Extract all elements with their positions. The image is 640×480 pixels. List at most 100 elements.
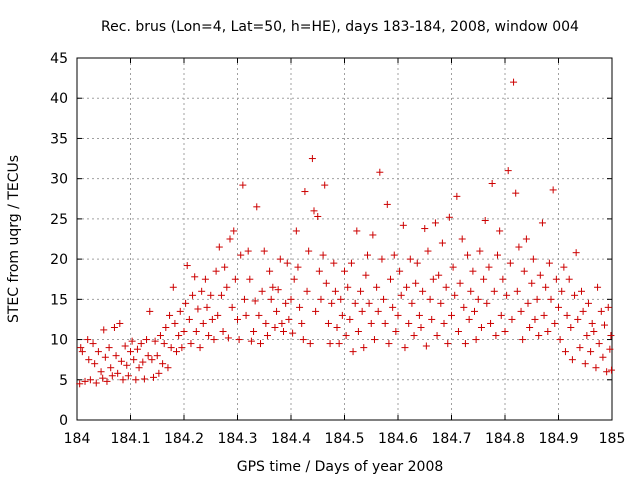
data-point	[337, 295, 345, 303]
data-point	[536, 271, 544, 279]
x-axis-label: GPS time / Days of year 2008	[237, 459, 444, 475]
data-point	[173, 348, 181, 356]
data-point	[228, 303, 236, 311]
data-point	[587, 348, 595, 356]
data-point	[314, 212, 322, 220]
data-point	[445, 213, 453, 221]
data-point	[244, 247, 252, 255]
data-point	[86, 376, 94, 384]
data-point	[571, 291, 579, 299]
chart-title: Rec. brus (Lon=4, Lat=50, h=HE), days 18…	[101, 19, 579, 35]
data-point	[247, 337, 255, 345]
data-point	[333, 323, 341, 331]
data-point	[127, 348, 134, 356]
data-point	[338, 311, 346, 319]
x-tick-label: 185	[599, 431, 626, 447]
data-point	[413, 259, 421, 267]
data-point	[298, 319, 306, 327]
data-point	[212, 267, 220, 275]
data-point	[123, 361, 131, 369]
data-point	[492, 332, 500, 340]
data-point	[84, 336, 92, 344]
data-point	[81, 377, 89, 385]
data-point	[512, 189, 520, 197]
data-point	[171, 319, 179, 327]
data-point	[529, 255, 537, 263]
data-point	[364, 251, 372, 259]
data-point	[347, 259, 355, 267]
data-point	[328, 299, 336, 307]
data-point	[349, 348, 357, 356]
data-point	[280, 328, 288, 336]
data-point	[460, 303, 468, 311]
x-tick-label: 184.5	[324, 431, 364, 447]
y-tick-label: 25	[50, 212, 68, 228]
data-point	[433, 332, 441, 340]
data-point	[92, 379, 100, 387]
data-point	[464, 251, 472, 259]
data-point	[105, 344, 113, 352]
data-point	[397, 291, 405, 299]
data-point	[144, 352, 152, 360]
data-point	[99, 374, 107, 382]
y-tick-label: 30	[50, 172, 68, 188]
data-point	[203, 303, 211, 311]
data-point	[278, 319, 286, 327]
data-point	[124, 372, 132, 380]
data-point	[201, 275, 209, 283]
data-point	[510, 78, 518, 86]
y-tick-label: 35	[50, 131, 68, 147]
data-point	[606, 345, 614, 353]
data-point	[378, 255, 386, 263]
data-point	[437, 299, 445, 307]
data-point	[490, 287, 498, 295]
data-point	[485, 263, 493, 271]
data-point	[224, 334, 232, 342]
data-point	[367, 319, 375, 327]
y-axis-label: STEC from uqrg / TECUs	[6, 155, 22, 323]
data-point	[77, 344, 85, 352]
data-point	[354, 328, 362, 336]
data-point	[604, 303, 612, 311]
data-point	[185, 315, 193, 323]
data-point	[454, 328, 462, 336]
data-point	[515, 243, 523, 251]
data-point	[401, 344, 409, 352]
data-point	[483, 299, 491, 307]
data-point	[558, 287, 566, 295]
data-point	[496, 227, 504, 235]
data-point	[578, 287, 586, 295]
data-point	[408, 299, 416, 307]
data-point	[428, 315, 436, 323]
data-point	[607, 366, 615, 374]
data-point	[599, 353, 607, 361]
data-point	[326, 340, 334, 348]
data-point	[522, 235, 530, 243]
data-point	[540, 311, 548, 319]
data-point	[387, 275, 395, 283]
data-point	[210, 336, 218, 344]
data-point	[595, 340, 603, 348]
data-point	[373, 283, 381, 291]
data-point	[451, 291, 459, 299]
data-point	[471, 307, 479, 315]
data-point	[374, 307, 382, 315]
data-point	[317, 295, 325, 303]
data-point	[555, 303, 562, 311]
data-point	[342, 332, 350, 340]
data-point	[137, 340, 145, 348]
data-point	[308, 155, 316, 163]
data-point	[294, 263, 302, 271]
data-point	[524, 299, 532, 307]
data-point	[330, 259, 338, 267]
data-point	[405, 319, 413, 327]
data-point	[116, 319, 124, 327]
data-point	[584, 299, 592, 307]
data-point	[130, 356, 138, 364]
data-point	[440, 319, 448, 327]
data-point	[114, 369, 122, 377]
data-point	[538, 219, 546, 227]
data-point	[285, 315, 293, 323]
data-point	[194, 305, 202, 313]
data-point	[429, 275, 437, 283]
